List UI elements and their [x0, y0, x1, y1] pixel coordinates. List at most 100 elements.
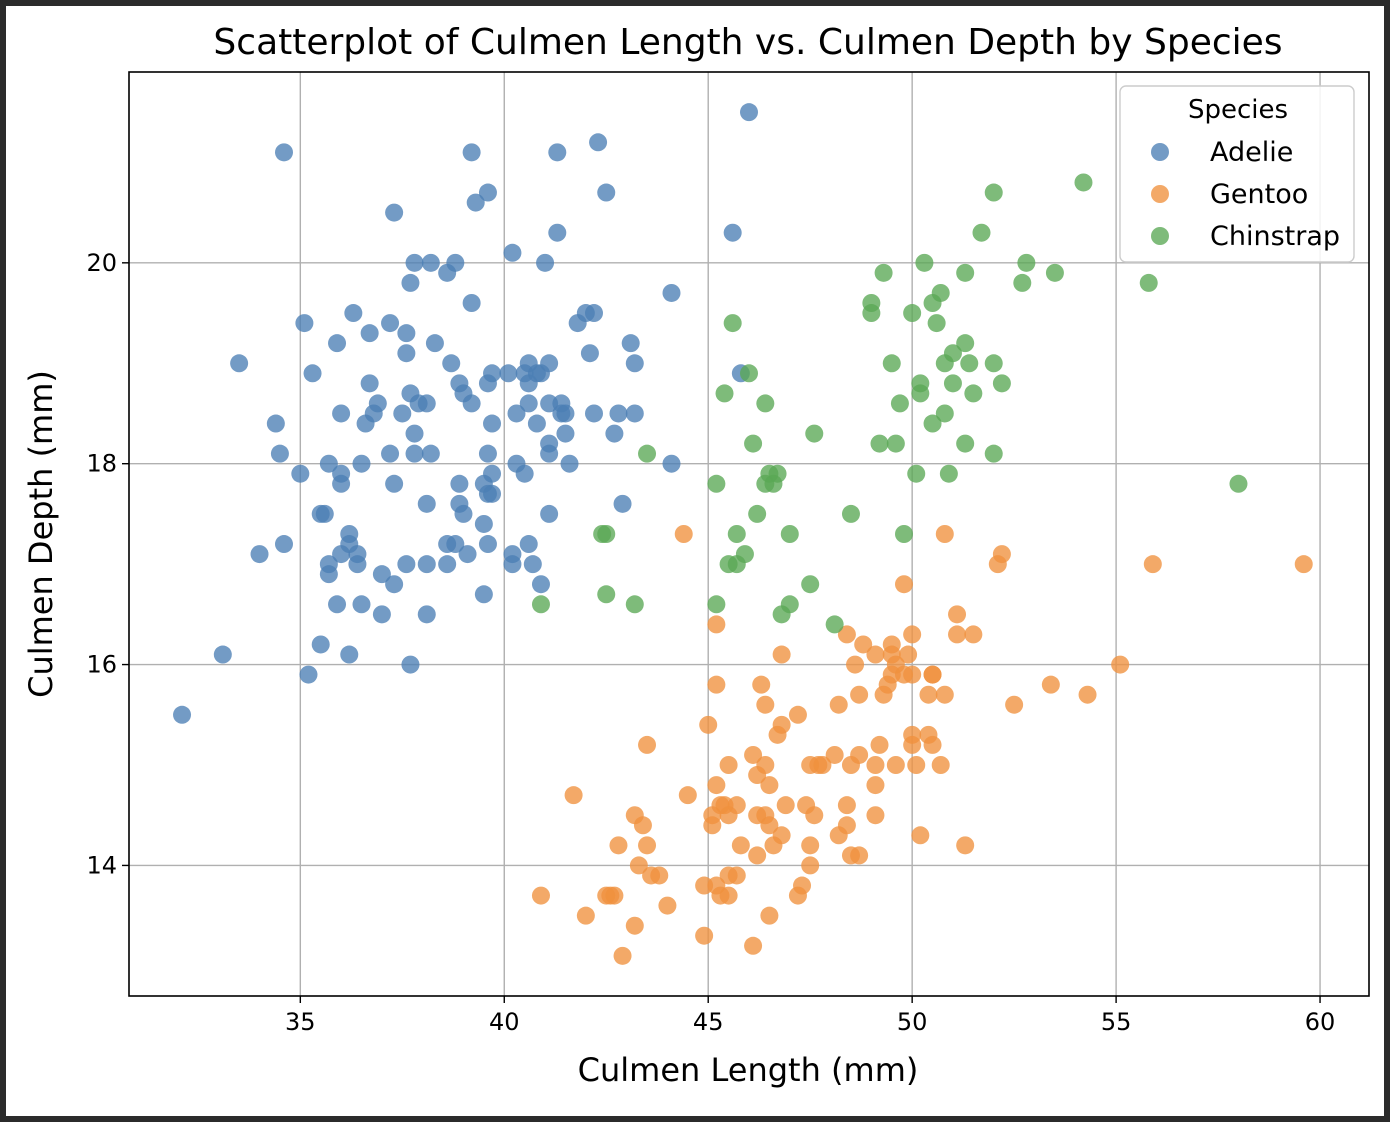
- data-point-adelie: [442, 354, 461, 373]
- data-point-gentoo: [805, 806, 824, 825]
- data-point-adelie: [474, 585, 493, 604]
- data-point-adelie: [417, 555, 436, 574]
- data-point-gentoo: [707, 615, 726, 634]
- data-point-chinstrap: [768, 464, 787, 483]
- data-point-chinstrap: [923, 414, 942, 433]
- legend-label-adelie: Adelie: [1210, 137, 1293, 168]
- data-point-adelie: [417, 394, 436, 413]
- series-gentoo: [531, 525, 1313, 965]
- data-point-gentoo: [625, 916, 644, 935]
- data-point-gentoo: [866, 806, 885, 825]
- data-point-adelie: [213, 645, 232, 664]
- x-axis-label: Culmen Length (mm): [578, 1051, 919, 1089]
- data-point-chinstrap: [862, 294, 881, 312]
- data-point-chinstrap: [1017, 253, 1036, 272]
- data-point-adelie: [560, 454, 579, 473]
- x-tick-label: 50: [897, 1008, 928, 1036]
- data-point-gentoo: [895, 575, 913, 594]
- series-chinstrap: [531, 173, 1248, 634]
- data-point-adelie: [540, 354, 559, 373]
- data-point-adelie: [344, 304, 363, 323]
- data-point-gentoo: [956, 836, 975, 855]
- data-point-gentoo: [903, 725, 922, 744]
- data-point-gentoo: [756, 756, 775, 774]
- data-point-gentoo: [748, 846, 767, 865]
- data-point-gentoo: [866, 645, 885, 664]
- data-point-gentoo: [899, 645, 918, 664]
- data-point-gentoo: [850, 846, 869, 865]
- data-point-gentoo: [903, 625, 922, 644]
- data-point-gentoo: [699, 715, 718, 734]
- data-point-chinstrap: [984, 354, 1003, 373]
- data-point-adelie: [360, 324, 379, 343]
- data-point-adelie: [275, 535, 293, 554]
- data-point-chinstrap: [707, 474, 726, 493]
- data-point-gentoo: [674, 525, 693, 543]
- data-point-adelie: [740, 103, 758, 122]
- data-point-gentoo: [837, 625, 856, 644]
- data-point-chinstrap: [907, 464, 926, 483]
- scatter-chart: Scatterplot of Culmen Length vs. Culmen …: [22, 22, 1370, 1089]
- data-point-adelie: [499, 364, 518, 383]
- data-point-adelie: [348, 545, 367, 564]
- data-point-chinstrap: [638, 444, 657, 463]
- data-point-gentoo: [935, 525, 954, 543]
- data-point-gentoo: [850, 745, 869, 764]
- data-point-gentoo: [727, 796, 746, 815]
- data-point-adelie: [328, 334, 347, 353]
- data-point-adelie: [483, 364, 502, 383]
- data-point-gentoo: [882, 635, 901, 654]
- data-point-chinstrap: [886, 434, 905, 453]
- data-point-chinstrap: [531, 595, 550, 614]
- data-point-adelie: [405, 444, 424, 463]
- data-point-adelie: [405, 424, 424, 443]
- data-point-gentoo: [638, 735, 657, 754]
- data-point-chinstrap: [597, 525, 616, 543]
- data-point-adelie: [340, 645, 359, 664]
- data-point-chinstrap: [915, 253, 934, 272]
- data-point-adelie: [483, 464, 502, 483]
- data-point-adelie: [723, 223, 742, 242]
- data-point-gentoo: [1111, 655, 1130, 674]
- data-point-chinstrap: [943, 344, 962, 363]
- data-point-gentoo: [829, 695, 848, 714]
- chart-canvas: Scatterplot of Culmen Length vs. Culmen …: [6, 6, 1384, 1116]
- data-point-adelie: [425, 334, 444, 353]
- data-point-adelie: [315, 504, 334, 523]
- data-point-gentoo: [576, 906, 595, 925]
- data-point-gentoo: [788, 705, 807, 724]
- data-point-adelie: [536, 253, 555, 272]
- data-point-adelie: [401, 655, 420, 674]
- data-point-adelie: [328, 595, 347, 614]
- data-point-adelie: [515, 464, 534, 483]
- data-point-gentoo: [919, 685, 938, 704]
- data-point-adelie: [417, 605, 436, 624]
- data-point-gentoo: [633, 816, 652, 835]
- data-point-gentoo: [695, 926, 714, 945]
- chart-title: Scatterplot of Culmen Length vs. Culmen …: [213, 22, 1282, 63]
- y-tick-label: 14: [86, 851, 117, 879]
- data-point-gentoo: [793, 876, 812, 895]
- data-point-chinstrap: [943, 374, 962, 393]
- x-tick-label: 45: [693, 1008, 724, 1036]
- data-point-chinstrap: [956, 334, 975, 353]
- data-point-chinstrap: [825, 615, 844, 634]
- data-point-gentoo: [948, 625, 967, 644]
- data-point-adelie: [458, 545, 477, 564]
- data-point-gentoo: [744, 936, 763, 955]
- data-point-gentoo: [638, 836, 657, 855]
- data-point-gentoo: [846, 655, 865, 674]
- data-point-gentoo: [931, 756, 950, 774]
- data-point-adelie: [417, 494, 436, 513]
- data-point-adelie: [385, 575, 404, 594]
- data-point-gentoo: [886, 756, 905, 774]
- data-point-chinstrap: [890, 394, 909, 413]
- data-point-adelie: [340, 525, 359, 543]
- legend-marker-gentoo: [1151, 185, 1169, 203]
- data-point-chinstrap: [597, 585, 616, 604]
- legend: Species Adelie Gentoo Chinstrap: [1119, 85, 1355, 263]
- legend-items: Adelie Gentoo Chinstrap: [1151, 137, 1340, 252]
- data-point-gentoo: [1294, 555, 1313, 574]
- legend-marker-adelie: [1151, 143, 1169, 161]
- data-point-gentoo: [907, 756, 926, 774]
